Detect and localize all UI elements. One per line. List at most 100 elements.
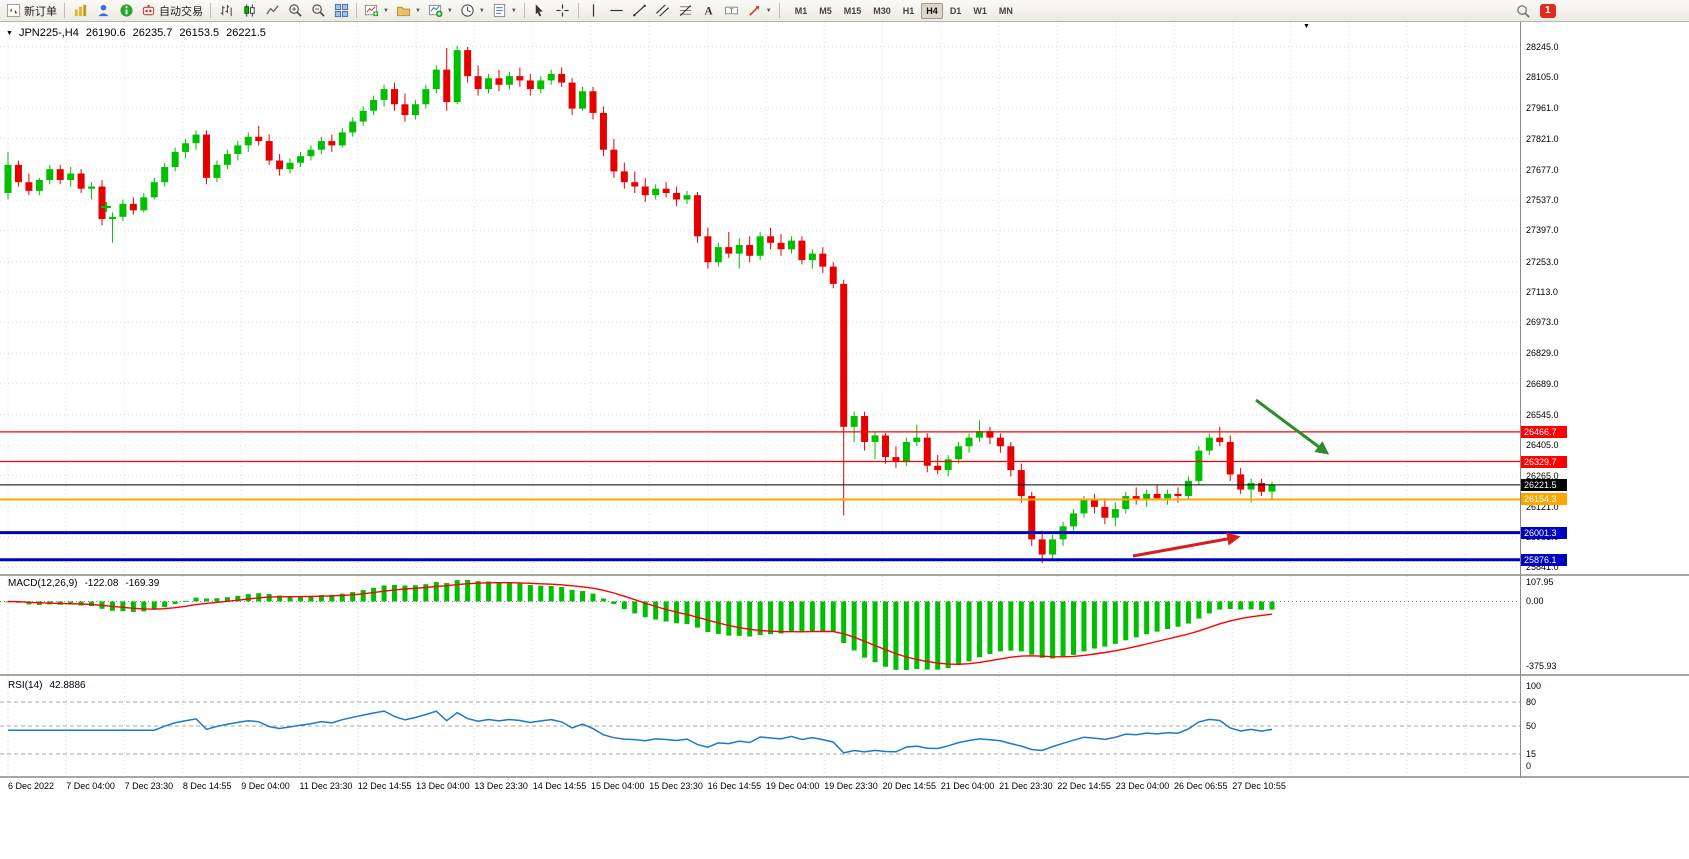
zoom-in-button[interactable] — [284, 1, 306, 21]
candlestick — [370, 95, 378, 116]
new-order-label: 新订单 — [24, 5, 57, 18]
candlestick — [777, 234, 785, 256]
line-chart-mode-icon — [265, 5, 279, 15]
symbol-ohlc-label: ▼ JPN225-,H4 26190.6 26235.7 26153.5 262… — [6, 27, 266, 39]
red-up-arrow[interactable] — [1132, 532, 1241, 558]
candlestick — [620, 162, 628, 189]
candlestick — [443, 47, 451, 111]
time-tick-label: 11 Dec 23:30 — [299, 781, 353, 791]
timeframe-d1[interactable]: D1 — [949, 5, 962, 16]
timeframe-m15[interactable]: M15 — [843, 5, 862, 16]
price-badge: 25876.1 — [1521, 553, 1567, 566]
time-tick-label: 13 Dec 04:00 — [416, 781, 470, 791]
dropdown-caret-icon: ▼ — [383, 7, 389, 14]
candlestick — [464, 46, 472, 83]
new-chart-icon — [364, 4, 379, 17]
time-tick-label: 20 Dec 14:55 — [882, 781, 937, 791]
panel-separator[interactable] — [0, 674, 1689, 676]
candlestick — [213, 160, 221, 183]
toolbar-separator — [210, 3, 211, 18]
panel-separator[interactable] — [0, 574, 1689, 576]
candlestick — [568, 78, 576, 116]
candlestick — [1184, 476, 1192, 501]
candlestick — [871, 431, 879, 460]
candlestick — [1237, 467, 1245, 494]
candlestick — [495, 69, 503, 92]
zoom-out-button[interactable] — [307, 1, 329, 21]
rsi-panel[interactable] — [0, 676, 1520, 776]
candlestick — [735, 238, 743, 269]
rsi-axis-label: 80 — [1526, 697, 1537, 707]
timeframe-m30[interactable]: M30 — [873, 5, 891, 16]
crosshair-icon — [556, 4, 569, 17]
macd-panel[interactable] — [0, 576, 1520, 674]
price-tick-label: 27961.0 — [1526, 103, 1559, 114]
timeframe-h4[interactable]: H4 — [921, 2, 943, 19]
timeframe-m1[interactable]: M1 — [794, 5, 808, 16]
terminal-button[interactable] — [115, 1, 137, 21]
price-badge: 26329.7 — [1521, 455, 1567, 468]
candlestick — [693, 191, 701, 243]
channel-tool-button[interactable] — [652, 1, 674, 21]
time-tick-label: 27 Dec 10:55 — [1232, 781, 1286, 791]
fibonacci-tool-button[interactable] — [675, 1, 697, 21]
new-order-button[interactable]: 新订单 — [3, 1, 60, 21]
candlestick — [265, 134, 273, 165]
rsi-label: RSI(14) 42.8886 — [8, 680, 86, 691]
candlestick — [161, 162, 169, 187]
notification-badge[interactable]: 1 — [1540, 4, 1556, 18]
candlestick — [756, 231, 764, 261]
market-watch-button[interactable] — [69, 1, 91, 21]
timeframe-mn[interactable]: MN — [998, 5, 1013, 16]
candlestick — [411, 99, 419, 120]
toolbar-separator — [778, 3, 780, 18]
crosshair-button[interactable] — [552, 1, 574, 21]
search-icon[interactable] — [1516, 4, 1531, 19]
templates-button[interactable]: ▼ — [489, 1, 520, 21]
candlestick — [1101, 498, 1109, 525]
macd-label: MACD(12,26,9) -122.08 -169.39 — [8, 578, 159, 589]
timeframe-w1[interactable]: W1 — [973, 5, 987, 16]
arrows-tool-button[interactable]: ▼ — [744, 1, 775, 21]
macd-signal-value: -169.39 — [125, 578, 160, 589]
terminal-icon — [119, 4, 133, 17]
text-label-tool-button[interactable]: T — [721, 1, 743, 21]
new-chart-button[interactable]: ▼ — [361, 1, 392, 21]
timeframe-m5[interactable]: M5 — [819, 5, 832, 16]
dropdown-caret-icon: ▼ — [765, 7, 772, 14]
periods-button[interactable]: ▼ — [457, 1, 488, 21]
candlestick — [641, 177, 649, 202]
candlestick — [892, 446, 900, 468]
candlestick — [1028, 491, 1036, 546]
price-chart-panel[interactable] — [0, 22, 1520, 574]
navigator-button[interactable] — [92, 1, 114, 21]
horizontal-line-tool-button[interactable] — [606, 1, 628, 21]
line-chart-mode-button[interactable] — [261, 1, 283, 21]
text-label-icon: T — [725, 6, 739, 15]
candlestick-mode-button[interactable] — [238, 1, 260, 21]
price-tick-label: 28245.0 — [1526, 41, 1559, 52]
market-watch-icon — [74, 4, 86, 17]
candlestick — [108, 212, 116, 243]
bar-chart-mode-button[interactable] — [215, 1, 237, 21]
candlestick — [380, 84, 388, 107]
text-tool-button[interactable]: A — [698, 1, 720, 21]
price-tick-label: 26973.0 — [1526, 317, 1559, 328]
cursor-button[interactable] — [529, 1, 551, 21]
profiles-button[interactable]: ▼ — [393, 1, 424, 21]
dropdown-caret-icon: ▼ — [510, 7, 517, 14]
indicators-button[interactable]: ▼ — [425, 1, 456, 21]
chart-dropdown-caret-icon[interactable]: ▼ — [1303, 23, 1310, 30]
vertical-line-tool-button[interactable] — [583, 1, 605, 21]
green-down-arrow[interactable] — [1255, 398, 1330, 455]
tile-windows-button[interactable] — [330, 1, 352, 21]
candlestick — [255, 125, 263, 146]
timeframe-h1[interactable]: H1 — [902, 5, 915, 16]
candlestick — [579, 86, 587, 111]
candlestick — [683, 190, 691, 204]
candlestick — [35, 177, 43, 196]
candlestick — [1070, 509, 1078, 531]
auto-trading-button[interactable]: 自动交易 — [138, 1, 206, 21]
trendline-tool-button[interactable] — [629, 1, 651, 21]
candlestick — [861, 411, 869, 451]
